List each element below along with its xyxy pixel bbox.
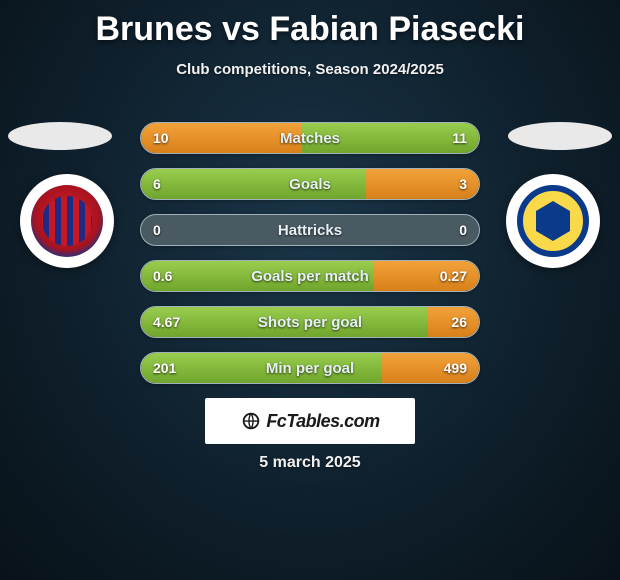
branding-text: FcTables.com	[266, 411, 379, 432]
stat-label: Hattricks	[141, 222, 479, 239]
stat-row: 0Hattricks0	[140, 214, 480, 246]
comparison-date: 5 march 2025	[0, 454, 620, 472]
stat-row: 201Min per goal499	[140, 352, 480, 384]
club-badge-right	[506, 174, 600, 268]
stat-label: Min per goal	[141, 360, 479, 377]
stat-row: 0.6Goals per match0.27	[140, 260, 480, 292]
branding-box[interactable]: FcTables.com	[205, 398, 415, 444]
player-photo-left-placeholder	[8, 122, 112, 150]
stat-value-right: 0	[459, 222, 467, 238]
stat-value-right: 499	[444, 360, 467, 376]
comparison-title: Brunes vs Fabian Piasecki	[0, 0, 620, 49]
stat-row: 6Goals3	[140, 168, 480, 200]
piast-crest-icon	[517, 185, 589, 257]
fctables-logo-icon	[240, 410, 262, 432]
stat-label: Goals	[141, 176, 479, 193]
stat-row: 10Matches11	[140, 122, 480, 154]
stats-bars: 10Matches11 6Goals3 0Hattricks0 0.6Goals pe…	[140, 122, 480, 384]
player-photo-right-placeholder	[508, 122, 612, 150]
stat-label: Goals per match	[141, 268, 479, 285]
rakow-crest-icon	[31, 185, 103, 257]
stat-value-right: 0.27	[440, 268, 467, 284]
stat-row: 4.67Shots per goal26	[140, 306, 480, 338]
stat-label: Shots per goal	[141, 314, 479, 331]
stat-label: Matches	[141, 130, 479, 147]
club-badge-left	[20, 174, 114, 268]
comparison-subtitle: Club competitions, Season 2024/2025	[0, 61, 620, 78]
stat-value-right: 11	[452, 130, 467, 146]
stat-value-right: 3	[459, 176, 467, 192]
stat-value-right: 26	[451, 314, 467, 330]
